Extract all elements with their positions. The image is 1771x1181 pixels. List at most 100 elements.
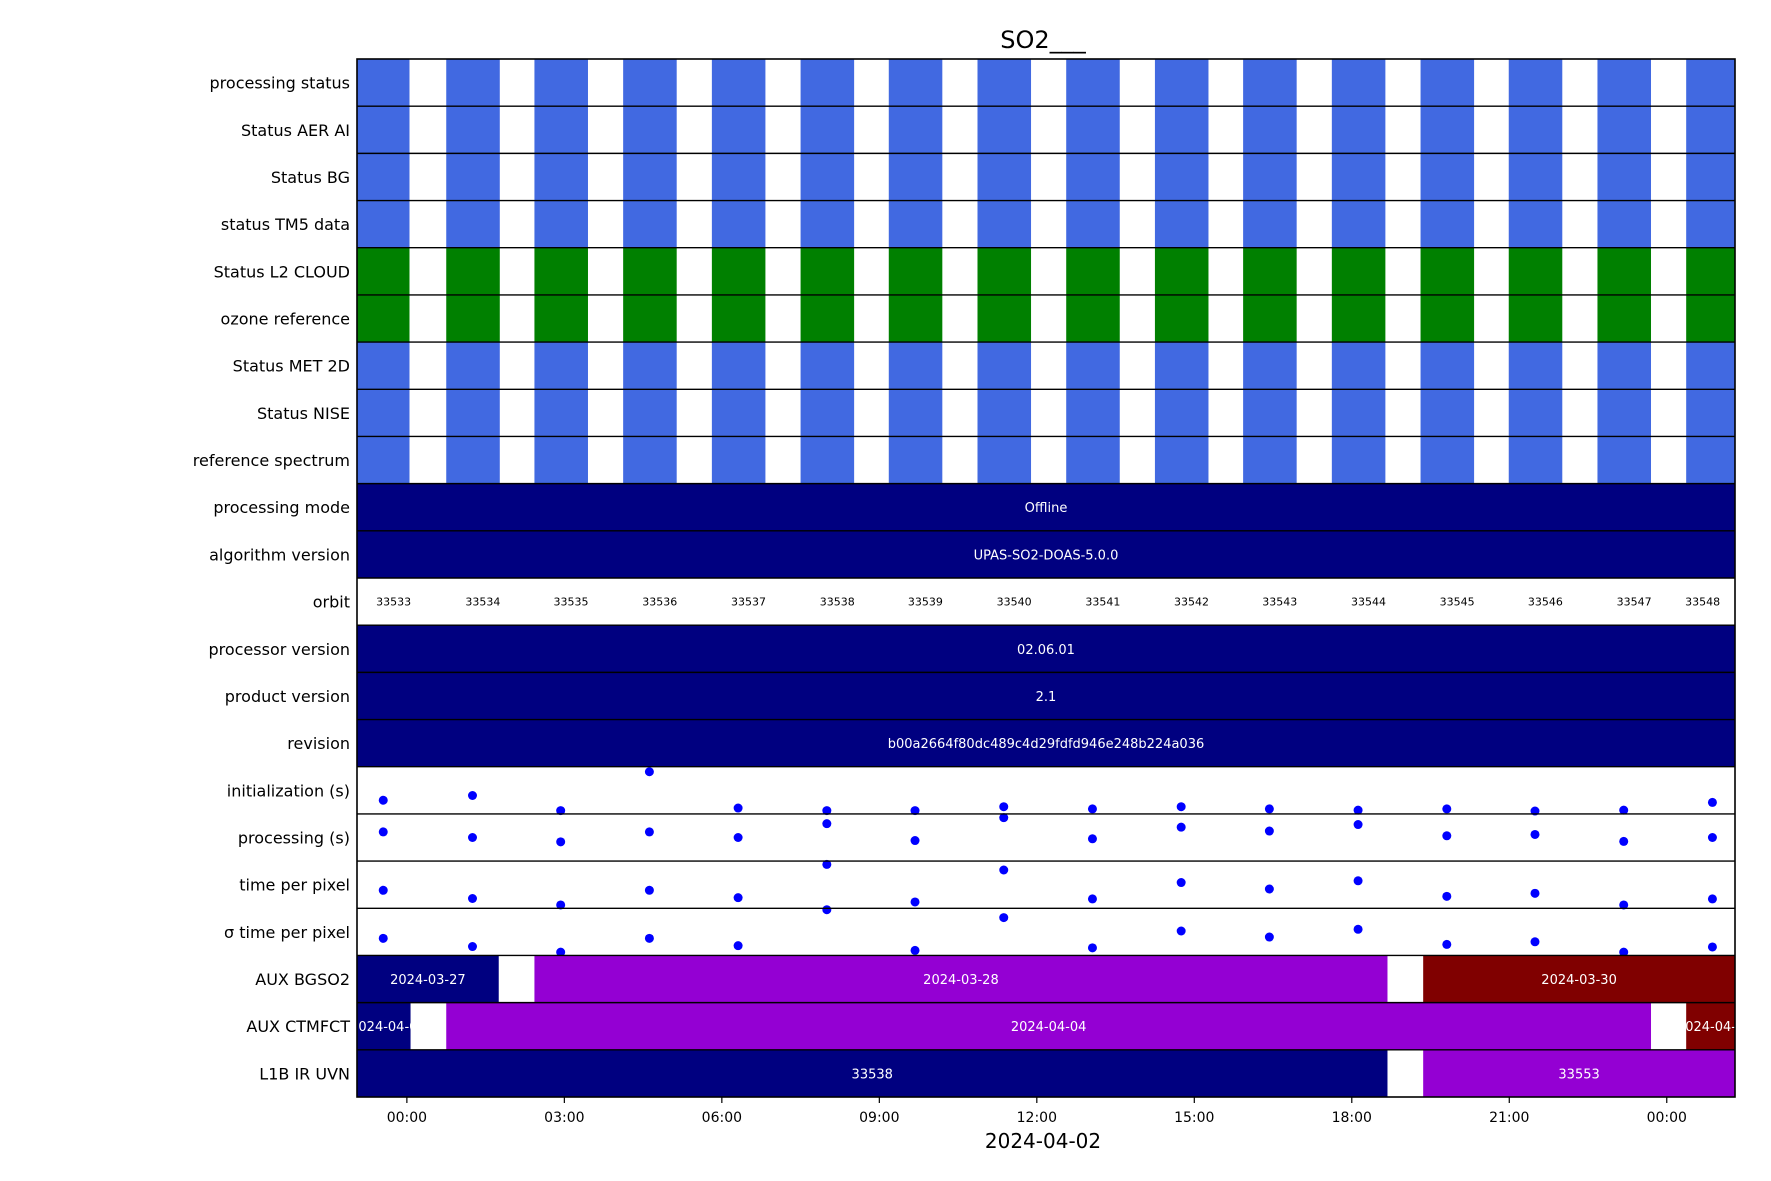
- status-bar: [711, 106, 766, 154]
- data-point: [1353, 820, 1363, 830]
- data-point: [378, 795, 388, 805]
- status-bar: [1066, 153, 1120, 201]
- row-label: processing mode: [213, 498, 350, 517]
- status-bar: [1508, 294, 1563, 343]
- status-bar: [800, 389, 855, 437]
- row-label: AUX BGSO2: [255, 970, 350, 989]
- segment-bar: [357, 955, 499, 1003]
- data-point: [1707, 942, 1717, 952]
- orbit-number: 33547: [1617, 596, 1652, 609]
- status-bar: [711, 59, 766, 107]
- segment-bar: [446, 1002, 1652, 1050]
- status-bar: [446, 106, 500, 154]
- data-point: [1707, 894, 1717, 904]
- status-bar: [357, 200, 410, 248]
- data-point: [822, 859, 832, 869]
- data-point: [1530, 829, 1540, 839]
- segment-bar: [1423, 1049, 1735, 1097]
- row-label: processing status: [210, 74, 350, 93]
- status-bar: [1066, 389, 1120, 437]
- status-bar: [888, 342, 943, 390]
- segment-bar: [357, 1002, 411, 1050]
- status-bar: [1066, 436, 1120, 484]
- row-label: Status MET 2D: [233, 357, 350, 376]
- status-bar: [977, 436, 1032, 484]
- status-bar: [1686, 342, 1735, 390]
- status-bar: [711, 200, 766, 248]
- data-point: [378, 827, 388, 837]
- status-bar: [1331, 294, 1386, 343]
- row-label: Status BG: [271, 168, 350, 187]
- orbit-number: 33538: [820, 596, 855, 609]
- data-point: [1442, 804, 1452, 814]
- data-point: [1442, 891, 1452, 901]
- status-bar: [623, 389, 677, 437]
- status-bar: [1597, 153, 1652, 201]
- status-bar: [1597, 389, 1652, 437]
- status-bar: [623, 342, 677, 390]
- status-bar: [977, 153, 1032, 201]
- data-point: [644, 933, 654, 943]
- status-bar: [1331, 436, 1386, 484]
- data-point: [556, 947, 566, 957]
- status-bar: [888, 59, 943, 107]
- status-bar: [1154, 200, 1209, 248]
- status-bar: [711, 294, 766, 343]
- data-point: [733, 893, 743, 903]
- segment-label: 2024-03-28: [923, 973, 999, 988]
- status-bar: [446, 342, 500, 390]
- status-bar: [1331, 59, 1386, 107]
- status-bar: [446, 247, 500, 295]
- status-bar: [1597, 247, 1652, 295]
- status-bar: [446, 294, 500, 343]
- status-bar: [1508, 342, 1563, 390]
- status-bar: [1066, 342, 1120, 390]
- x-tick-label: 00:00: [1647, 1110, 1687, 1126]
- status-bar: [977, 247, 1032, 295]
- status-bar: [357, 106, 410, 154]
- x-tick-label: 06:00: [702, 1110, 742, 1126]
- row-label: time per pixel: [239, 876, 350, 895]
- status-bar: [1243, 200, 1297, 248]
- status-bar: [534, 106, 588, 154]
- status-bar: [800, 294, 855, 343]
- status-bar: [977, 200, 1032, 248]
- data-point: [1264, 826, 1274, 836]
- data-point: [1087, 943, 1097, 953]
- data-point: [467, 833, 477, 842]
- status-bar: [1154, 436, 1209, 484]
- status-bar: [800, 247, 855, 295]
- status-bar: [1243, 59, 1297, 107]
- status-bar: [446, 59, 500, 107]
- data-point: [1353, 876, 1363, 886]
- status-bar: [623, 59, 677, 107]
- data-point: [822, 819, 832, 829]
- chart-title: SO2___: [1000, 26, 1086, 54]
- status-bar: [1597, 106, 1652, 154]
- status-bar: [446, 389, 500, 437]
- status-bar: [357, 436, 410, 484]
- orbit-number: 33540: [997, 596, 1032, 609]
- status-bar: [800, 106, 855, 154]
- data-point: [467, 894, 477, 903]
- status-bar: [1154, 389, 1209, 437]
- status-bar: [1597, 294, 1652, 343]
- row-label: processor version: [208, 640, 350, 659]
- data-point: [1530, 888, 1540, 898]
- status-bar: [623, 200, 677, 248]
- status-bar: [1686, 200, 1735, 248]
- status-bar: [357, 389, 410, 437]
- row-label: revision: [287, 734, 350, 753]
- status-bar: [534, 200, 588, 248]
- status-bar: [1243, 342, 1297, 390]
- status-bar: [888, 294, 943, 343]
- data-point: [1530, 937, 1540, 947]
- status-bar: [534, 294, 588, 343]
- status-bar: [1154, 106, 1209, 154]
- status-bar: [357, 153, 410, 201]
- status-bar: [1420, 59, 1475, 107]
- data-point: [1087, 894, 1097, 904]
- status-bar: [1154, 59, 1209, 107]
- status-bar: [1154, 294, 1209, 343]
- data-point: [1087, 804, 1097, 814]
